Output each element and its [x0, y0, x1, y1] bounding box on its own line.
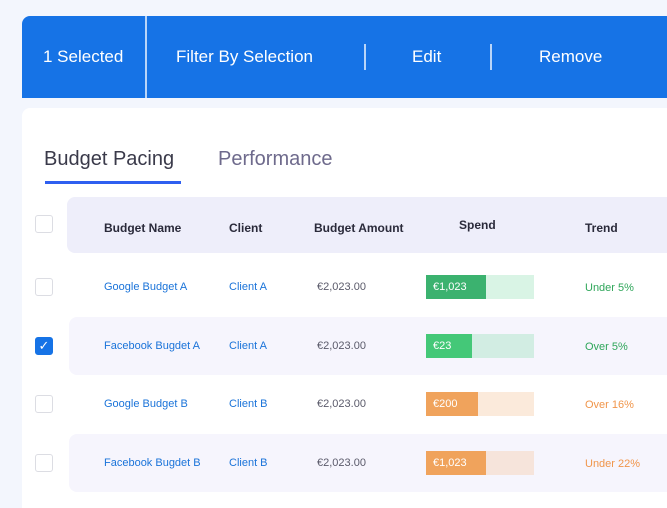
- table-row[interactable]: Google Budget B Client B €2,023.00 €200 …: [69, 375, 667, 433]
- column-header-trend[interactable]: Trend: [585, 221, 618, 235]
- row-checkbox[interactable]: ✓: [35, 337, 53, 355]
- column-header-spend[interactable]: Spend: [459, 218, 496, 232]
- table-row[interactable]: Facebook Bugdet A Client A €2,023.00 €23…: [69, 317, 667, 375]
- remove-button[interactable]: Remove: [539, 47, 603, 66]
- spend-bar: €200: [426, 392, 534, 416]
- client-link[interactable]: Client B: [229, 398, 268, 410]
- budget-amount: €2,023.00: [317, 340, 366, 352]
- trend-value: Over 16%: [585, 399, 634, 411]
- client-link[interactable]: Client A: [229, 340, 267, 352]
- active-tab-indicator: [45, 181, 181, 184]
- spend-bar-fill: €1,023: [426, 275, 487, 299]
- table-row[interactable]: Facebook Bugdet B Client B €2,023.00 €1,…: [69, 434, 667, 492]
- spend-bar-fill: €23: [426, 334, 473, 358]
- tab-budget-pacing[interactable]: Budget Pacing: [44, 148, 175, 170]
- client-link[interactable]: Client B: [229, 457, 268, 469]
- trend-value: Over 5%: [585, 341, 628, 353]
- budget-amount: €2,023.00: [317, 281, 366, 293]
- budget-name-link[interactable]: Google Budget B: [104, 398, 188, 410]
- spend-bar: €1,023: [426, 275, 534, 299]
- table-header: [67, 197, 667, 253]
- edit-button[interactable]: Edit: [412, 47, 442, 66]
- budget-name-link[interactable]: Facebook Bugdet B: [104, 457, 201, 469]
- tab-performance[interactable]: Performance: [218, 148, 333, 170]
- column-header-client[interactable]: Client: [229, 221, 263, 235]
- table-row[interactable]: Google Budget A Client A €2,023.00 €1,02…: [69, 258, 667, 316]
- spend-bar: €23: [426, 334, 534, 358]
- trend-value: Under 5%: [585, 282, 634, 294]
- selected-count: 1 Selected: [43, 47, 124, 66]
- spend-bar-fill: €200: [426, 392, 478, 416]
- row-checkbox[interactable]: [35, 278, 53, 296]
- selection-toolbar: 1 Selected Filter By Selection Edit Remo…: [22, 16, 667, 98]
- select-all-checkbox[interactable]: [35, 215, 53, 233]
- filter-by-selection-button[interactable]: Filter By Selection: [176, 47, 313, 66]
- spend-bar: €1,023: [426, 451, 534, 475]
- trend-value: Under 22%: [585, 458, 641, 470]
- row-checkbox[interactable]: [35, 454, 53, 472]
- divider: [145, 16, 147, 98]
- column-header-budget-name[interactable]: Budget Name: [104, 221, 182, 235]
- divider: [364, 44, 366, 70]
- client-link[interactable]: Client A: [229, 281, 267, 293]
- budget-name-link[interactable]: Facebook Bugdet A: [104, 340, 201, 352]
- row-checkbox[interactable]: [35, 395, 53, 413]
- spend-bar-fill: €1,023: [426, 451, 487, 475]
- budget-amount: €2,023.00: [317, 457, 366, 469]
- divider: [490, 44, 492, 70]
- budget-amount: €2,023.00: [317, 398, 366, 410]
- column-header-budget-amount[interactable]: Budget Amount: [314, 221, 404, 235]
- budget-name-link[interactable]: Google Budget A: [104, 281, 188, 293]
